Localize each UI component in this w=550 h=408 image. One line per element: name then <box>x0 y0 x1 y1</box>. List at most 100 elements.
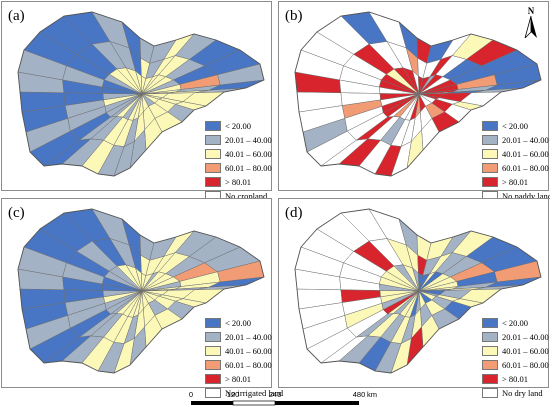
legend-swatch <box>482 148 498 159</box>
legend-label: < 20.00 <box>225 317 252 328</box>
legend-label: 20.01 – 40.00 <box>502 134 549 145</box>
legend-label: No dry land <box>502 387 543 398</box>
legend-label: 60.01 – 80.00 <box>502 162 549 173</box>
legend-item: > 80.01 <box>482 175 548 188</box>
panel-d: (d) < 20.00 20.01 – 40.00 40.01 – 60.00 … <box>278 198 549 398</box>
panel-label: (a) <box>8 8 25 24</box>
legend-label: No paddy land <box>502 190 550 201</box>
legend-label: No cropland <box>225 190 268 201</box>
panel-b: (b) N < 20.00 20.01 – 40.00 40.01 – 60.0… <box>278 1 550 201</box>
county-region <box>378 79 420 95</box>
panel-label: (c) <box>8 205 25 221</box>
legend-label: < 20.00 <box>225 120 252 131</box>
scale-bar: 0 120 240 480 km <box>185 390 377 406</box>
legend-label: 20.01 – 40.00 <box>225 134 272 145</box>
north-arrow: N <box>524 7 538 43</box>
legend-label: 60.01 – 80.00 <box>225 359 272 370</box>
legend-item: 60.01 – 80.00 <box>205 358 272 371</box>
legend-swatch <box>205 373 221 384</box>
map-dry-land <box>294 208 542 374</box>
legend-label: > 80.01 <box>225 373 252 384</box>
panel-label: (d) <box>285 205 303 221</box>
legend: < 20.00 20.01 – 40.00 40.01 – 60.00 60.0… <box>205 119 272 203</box>
legend-label: < 20.00 <box>502 120 529 131</box>
county-region <box>101 79 143 95</box>
legend-item: 40.01 – 60.00 <box>482 147 549 160</box>
legend-item: 20.01 – 40.00 <box>482 330 549 343</box>
province-outline <box>17 208 265 374</box>
legend-label: > 80.01 <box>502 373 529 384</box>
legend-swatch <box>482 120 498 131</box>
province-outline <box>294 11 542 177</box>
legend-item: 20.01 – 40.00 <box>205 133 272 146</box>
legend-label: 40.01 – 60.00 <box>225 148 272 159</box>
legend: < 20.00 20.01 – 40.00 40.01 – 60.00 60.0… <box>482 119 550 203</box>
legend-label: 40.01 – 60.00 <box>502 345 549 356</box>
legend-item: 60.01 – 80.00 <box>482 358 549 371</box>
legend-item: 20.01 – 40.00 <box>205 330 272 343</box>
legend-item: < 20.00 <box>205 316 271 329</box>
scale-unit: km <box>367 390 377 399</box>
legend-swatch <box>205 120 221 131</box>
legend-swatch <box>482 387 498 398</box>
legend-item: > 80.01 <box>205 175 271 188</box>
legend-item: > 80.01 <box>482 372 548 385</box>
legend-item: 40.01 – 60.00 <box>482 344 549 357</box>
map-irrigated-land <box>17 208 265 374</box>
province-outline <box>294 208 542 374</box>
legend-item: < 20.00 <box>482 119 548 132</box>
legend-swatch <box>205 387 221 398</box>
legend-swatch <box>482 134 498 145</box>
legend-swatch <box>482 176 498 187</box>
panel-c: (c) < 20.00 20.01 – 40.00 40.01 – 60.00 … <box>1 198 283 398</box>
legend: < 20.00 20.01 – 40.00 40.01 – 60.00 60.0… <box>205 316 283 400</box>
legend: < 20.00 20.01 – 40.00 40.01 – 60.00 60.0… <box>482 316 549 400</box>
legend-swatch <box>205 148 221 159</box>
north-letter: N <box>527 6 535 16</box>
legend-item: 40.01 – 60.00 <box>205 147 272 160</box>
north-arrow-icon <box>524 15 537 40</box>
scale-tick-label: 0 <box>188 390 194 399</box>
legend-label: 60.01 – 80.00 <box>502 359 549 370</box>
scale-bar-graphic <box>191 400 359 406</box>
legend-item: 60.01 – 80.00 <box>482 161 549 174</box>
legend-item: 20.01 – 40.00 <box>482 133 549 146</box>
legend-label: 20.01 – 40.00 <box>502 331 549 342</box>
legend-item: 40.01 – 60.00 <box>205 344 272 357</box>
scale-tick-label: 240 <box>268 390 282 399</box>
legend-label: > 80.01 <box>225 176 252 187</box>
legend-swatch <box>482 162 498 173</box>
legend-swatch <box>482 317 498 328</box>
map-cropland <box>17 11 265 177</box>
legend-label: 20.01 – 40.00 <box>225 331 272 342</box>
legend-item: 60.01 – 80.00 <box>205 161 272 174</box>
legend-swatch <box>205 134 221 145</box>
legend-item: No dry land <box>482 386 548 399</box>
legend-label: < 20.00 <box>502 317 529 328</box>
legend-label: > 80.01 <box>502 176 529 187</box>
map-paddy-land <box>294 11 542 177</box>
scale-tick-label: 480 <box>352 390 366 399</box>
legend-swatch <box>205 345 221 356</box>
legend-swatch <box>482 373 498 384</box>
legend-label: 40.01 – 60.00 <box>502 148 549 159</box>
legend-swatch <box>482 331 498 342</box>
county-region <box>378 276 420 292</box>
county-region <box>101 276 143 292</box>
legend-swatch <box>205 331 221 342</box>
legend-item: No irrigated land <box>205 386 283 399</box>
province-outline <box>17 11 265 177</box>
legend-swatch <box>205 176 221 187</box>
legend-item: > 80.01 <box>205 372 271 385</box>
legend-swatch <box>482 359 498 370</box>
panel-label: (b) <box>285 8 303 24</box>
panel-a: (a) < 20.00 20.01 – 40.00 40.01 – 60.00 … <box>1 1 272 201</box>
legend-swatch <box>205 359 221 370</box>
legend-item: < 20.00 <box>482 316 548 329</box>
legend-label: 40.01 – 60.00 <box>225 345 272 356</box>
legend-item: < 20.00 <box>205 119 271 132</box>
legend-swatch <box>205 162 221 173</box>
legend-label: 60.01 – 80.00 <box>225 162 272 173</box>
legend-swatch <box>482 345 498 356</box>
legend-label: No irrigated land <box>225 387 284 398</box>
